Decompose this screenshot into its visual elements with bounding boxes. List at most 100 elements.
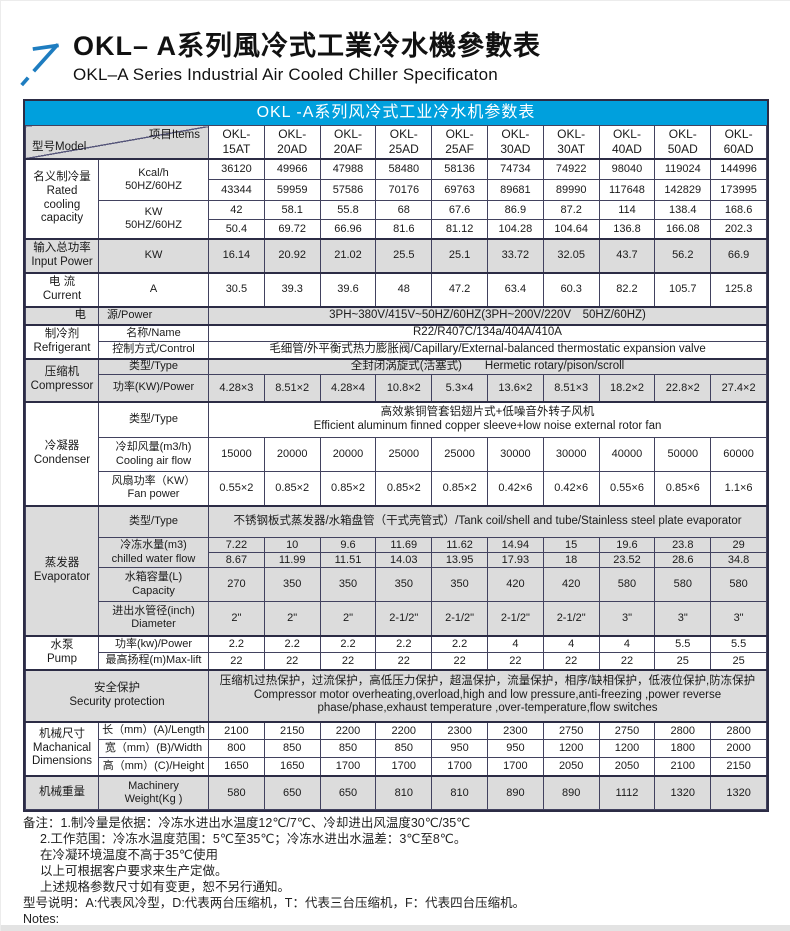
value-cell: 2150 (263, 720, 321, 740)
value-cell: 104.28 (486, 219, 544, 239)
table-row: 功率(KW)/Power 4.28×3 8.51×2 4.28×4 10.8×2 5.3×… (26, 374, 767, 402)
row-group-label: 电 流 Current (25, 271, 99, 307)
bottom-strip (1, 925, 790, 931)
value-cell: 40000 (598, 437, 656, 472)
value-cell: 9.6 (319, 537, 377, 553)
model-header: OKL- 20AF (319, 125, 377, 159)
table-row: 压缩机 Compressor 类型/Type 全封闭涡旋式(活塞式) Hermeti… (25, 357, 767, 402)
value-cell: 43.7 (598, 237, 656, 273)
value-cell: 18.2×2 (598, 374, 656, 402)
value-cell: 22 (375, 652, 433, 670)
value-cell: 350 (375, 567, 433, 602)
value-cell: 60000 (710, 437, 767, 472)
model-header: OKL- 25AD (375, 125, 433, 159)
value-cell: 2.2 (263, 634, 321, 653)
spec-table-wrap: OKL -A系列风冷式工业冷水机参数表 型号Model 项目Items OKL- 1… (23, 99, 769, 812)
value-cell: 810 (375, 774, 433, 810)
full-span-value: 全封闭涡旋式(活塞式) Hermetic rotary/pison/scroll (208, 357, 767, 375)
value-cell: 20000 (263, 437, 321, 472)
row-item-label: 类型/Type (98, 504, 209, 538)
value-cell: 350 (431, 567, 488, 602)
row-group-label: 机械重量 (25, 774, 99, 810)
value-cell: 2-1/2" (542, 601, 600, 636)
table-row: 名义制冷量 Rated cooling capacity Kcal/h 50HZ/… (25, 157, 767, 239)
value-cell: 20.92 (263, 237, 321, 273)
table-row: 冷却风量(m3/h) Cooling air flow 15000 20000 200… (26, 437, 767, 472)
value-cell: 30000 (542, 437, 600, 472)
value-cell: 58480 (375, 157, 433, 180)
row-group-label: 冷凝器 Condenser (25, 400, 99, 506)
value-cell: 28.6 (654, 552, 712, 568)
row-group-label: 机械尺寸 Machanical Dimensions (25, 720, 99, 776)
value-cell: 0.85×2 (375, 471, 433, 506)
row-group-label: 电 (25, 305, 99, 325)
row-item-label: 类型/Type (98, 357, 209, 375)
value-cell: 3" (598, 601, 656, 636)
value-cell: 17.93 (486, 552, 544, 568)
value-cell: 86.9 (486, 200, 544, 220)
value-cell: 2.2 (375, 634, 433, 653)
table-row: 风扇功率（KW） Fan power 0.55×2 0.85×2 0.85×2 0.85… (26, 471, 767, 506)
value-cell: 49966 (263, 157, 321, 180)
value-cell: 0.42×6 (486, 471, 544, 506)
value-cell: 16.14 (208, 237, 265, 273)
full-span-value: 毛细管/外平衡式热力膨胀阀/Capillary/External-balance… (208, 341, 767, 359)
value-cell: 0.55×2 (208, 471, 265, 506)
value-cell: 55.8 (319, 200, 377, 220)
value-cell: 25000 (375, 437, 433, 472)
table-row: 水箱容量(L) Capacity 270 350 350 350 350 420 420 580… (26, 567, 767, 602)
value-cell: 420 (486, 567, 544, 602)
table-row: 控制方式/Control 毛细管/外平衡式热力膨胀阀/Capillary/Exte… (26, 341, 767, 359)
value-cell: 10.8×2 (375, 374, 433, 402)
value-cell: 0.55×6 (598, 471, 656, 506)
row-item-label: 功率(KW)/Power (98, 374, 209, 402)
value-cell: 119024 (654, 157, 712, 180)
value-cell: 850 (263, 739, 321, 758)
value-cell: 0.85×6 (654, 471, 712, 506)
value-cell: 18 (542, 552, 600, 568)
value-cell: 22 (486, 652, 544, 670)
note-line: 上述规格参数尺寸如有变更，恕不另行通知。 (40, 880, 291, 894)
value-cell: 173995 (710, 179, 767, 201)
value-cell: 11.69 (375, 537, 433, 553)
value-cell: 47.2 (431, 271, 488, 307)
value-cell: 2300 (486, 720, 544, 740)
table-row: 高（mm）(C)/Height 1650 1650 1700 1700 1700 1700 2… (26, 757, 767, 776)
value-cell: 32.05 (542, 237, 600, 273)
value-cell: 117648 (598, 179, 656, 201)
value-cell: 138.4 (654, 200, 712, 220)
row-group-label: 输入总功率 Input Power (25, 237, 99, 273)
value-cell: 2100 (208, 720, 265, 740)
value-cell: 23.8 (654, 537, 712, 553)
value-cell: 650 (319, 774, 377, 810)
value-cell: 2-1/2" (486, 601, 544, 636)
row-group-label: 蒸发器 Evaporator (25, 504, 99, 636)
value-cell: 2-1/2" (431, 601, 488, 636)
value-cell: 850 (375, 739, 433, 758)
value-cell: 580 (654, 567, 712, 602)
value-cell: 2" (263, 601, 321, 636)
table-row: 机械重量 Machinery Weight(Kg ) 580 650 650 810 810… (25, 774, 767, 810)
note-line: 在冷凝环境温度不高于35℃使用 (40, 848, 218, 862)
row-item-label: 类型/Type (98, 400, 209, 438)
table-row: 电 流 Current A 30.5 39.3 39.6 48 47.2 63.4 60.3 82… (25, 271, 767, 307)
value-cell: 69.72 (263, 219, 321, 239)
model-header: OKL- 60AD (710, 125, 767, 159)
value-cell: 89681 (486, 179, 544, 201)
value-cell: 2200 (375, 720, 433, 740)
value-cell: 7.22 (208, 537, 265, 553)
value-cell: 2.2 (431, 634, 488, 653)
note-line: 以上可根据客户要求来生产定做。 (40, 864, 228, 878)
value-cell: 4.28×4 (319, 374, 377, 402)
value-cell: 68 (375, 200, 433, 220)
value-cell: 22 (542, 652, 600, 670)
value-cell: 420 (542, 567, 600, 602)
value-cell: 13.95 (431, 552, 488, 568)
value-cell: 1320 (654, 774, 712, 810)
page-subtitle: OKL–A Series Industrial Air Cooled Chill… (73, 65, 498, 85)
row-item-label: 功率(kw)/Power (98, 634, 209, 653)
model-header: OKL- 40AD (598, 125, 656, 159)
value-cell: 890 (486, 774, 544, 810)
value-cell: 74734 (486, 157, 544, 180)
table-row: 冷凝器 Condenser 类型/Type 高效紫铜管套铝翅片式+低噪音外转子风机 … (25, 400, 767, 506)
